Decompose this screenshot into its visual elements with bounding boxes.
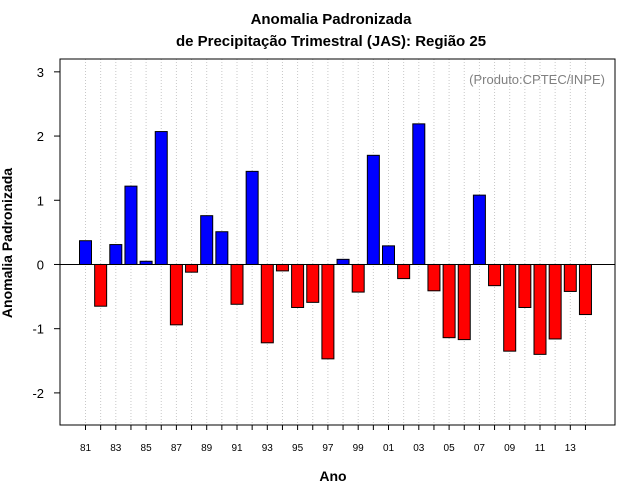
x-tick-label-01: 01 xyxy=(383,443,395,454)
bar-83 xyxy=(109,244,123,265)
bar-11 xyxy=(533,263,547,355)
bar-81 xyxy=(79,240,92,265)
x-tick-label-05: 05 xyxy=(444,443,456,454)
y-tick-label--1: -1 xyxy=(32,322,44,337)
x-tick-label-95: 95 xyxy=(292,443,304,454)
x-tick-label-97: 97 xyxy=(322,443,334,454)
bar-92 xyxy=(245,170,259,265)
bar-14 xyxy=(578,263,592,316)
x-tick-label-11: 11 xyxy=(535,443,546,454)
y-axis-ticks: -2 -1 0 1 2 3 xyxy=(32,65,60,401)
bar-07 xyxy=(472,194,486,265)
bar-86 xyxy=(154,131,168,265)
bar-08 xyxy=(488,263,502,287)
chart-title-line-2: de Precipitação Trimestral (JAS): Região… xyxy=(176,33,486,50)
chart-title-line-1: Anomalia Padronizada xyxy=(251,11,413,28)
x-axis-ticks: 81 83 85 87 89 91 93 95 97 99 01 03 05 07 09 11 13 xyxy=(80,425,586,454)
bar-88 xyxy=(185,263,199,273)
bar-02 xyxy=(397,263,411,280)
bar-87 xyxy=(169,263,183,326)
x-tick-label-09: 09 xyxy=(504,443,516,454)
bar-97 xyxy=(321,263,335,360)
bar-01 xyxy=(382,245,395,265)
bar-03 xyxy=(412,123,426,265)
x-tick-label-85: 85 xyxy=(141,443,153,454)
y-tick-label-2: 2 xyxy=(37,129,44,144)
x-tick-label-89: 89 xyxy=(201,443,213,454)
x-tick-label-07: 07 xyxy=(474,443,486,454)
bar-04 xyxy=(427,263,441,292)
y-tick-label-0: 0 xyxy=(37,257,44,272)
x-tick-label-91: 91 xyxy=(231,443,243,454)
bar-95 xyxy=(291,263,305,308)
x-tick-label-81: 81 xyxy=(80,443,92,454)
bar-94 xyxy=(275,263,289,272)
gridlines xyxy=(85,59,586,425)
bar-05 xyxy=(442,263,456,339)
bar-99 xyxy=(351,263,365,293)
bar-96 xyxy=(306,263,320,303)
bar-10 xyxy=(518,263,532,308)
x-tick-label-03: 03 xyxy=(413,443,425,454)
x-tick-label-93: 93 xyxy=(262,443,274,454)
y-axis-label: Anomalia Padronizada xyxy=(0,168,15,318)
bar-12 xyxy=(548,263,562,340)
bar-13 xyxy=(563,263,577,292)
x-tick-label-13: 13 xyxy=(565,443,577,454)
bar-06 xyxy=(457,263,471,341)
bar-98 xyxy=(336,258,350,265)
bar-93 xyxy=(260,263,274,344)
x-tick-label-83: 83 xyxy=(110,443,122,454)
bar-82 xyxy=(94,263,108,307)
x-tick-label-87: 87 xyxy=(171,443,183,454)
y-tick-label--2: -2 xyxy=(32,386,44,401)
x-axis-label: Ano xyxy=(319,468,346,484)
bar-84 xyxy=(124,185,138,265)
y-tick-label-1: 1 xyxy=(37,193,44,208)
bar-09 xyxy=(503,263,517,352)
bar-00 xyxy=(366,154,380,265)
bars-group xyxy=(79,123,592,360)
source-annotation: (Produto:CPTEC/INPE) xyxy=(469,72,605,87)
plot-frame xyxy=(59,58,616,426)
bar-90 xyxy=(215,231,229,265)
bar-89 xyxy=(200,215,214,265)
bar-91 xyxy=(230,263,244,305)
x-tick-label-99: 99 xyxy=(353,443,365,454)
y-tick-label-3: 3 xyxy=(37,65,44,80)
